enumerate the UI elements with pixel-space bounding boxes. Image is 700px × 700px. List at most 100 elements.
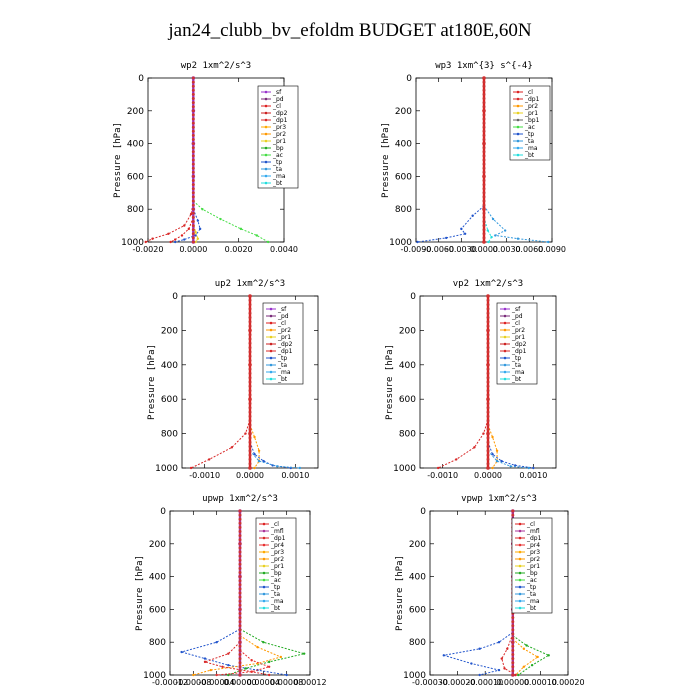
wp3-legend-label: _pr1 (524, 110, 538, 117)
wp3-legend-label: _ta (524, 138, 534, 145)
upwp-profile-point (238, 640, 242, 644)
up2-profile-point (248, 380, 252, 384)
vp2-profile-point (486, 397, 490, 401)
wp2-profile-point (191, 158, 195, 162)
up2-profile-point (248, 376, 252, 380)
upwp-ytick-label: 600 (149, 605, 166, 615)
up2-profile-point (248, 466, 252, 470)
wp2-profile-point (191, 129, 195, 133)
wp3-profile-point (482, 121, 486, 125)
upwp-legend-label: _bp (270, 570, 282, 577)
vpwp-profile-point (511, 644, 515, 648)
up2-profile-point (248, 384, 252, 388)
vp2-profile-point (486, 380, 490, 384)
vpwp-legend-label: _pr1 (526, 563, 540, 570)
up2-series-_tp (249, 442, 291, 469)
upwp-legend-marker (262, 557, 266, 561)
upwp-ylabel: Pressure [hPa] (135, 555, 145, 631)
vpwp-profile-point (511, 673, 515, 677)
upwp-point-_pr2 (192, 673, 195, 677)
upwp-profile-point (238, 521, 242, 525)
vpwp-point-_tp (497, 668, 501, 672)
wp3-legend-marker (516, 153, 520, 157)
up2-legend-marker (269, 349, 273, 353)
wp3-profile-point (482, 125, 486, 129)
wp2-profile-point (191, 232, 195, 236)
vp2-profile-point (486, 384, 490, 388)
up2-profile-point (248, 432, 252, 436)
vpwp-series-_bp (512, 635, 550, 676)
upwp-xtick-label: -0.00004 (199, 678, 235, 687)
vp2-profile-point (486, 316, 490, 319)
vpwp-legend-label: _ac (526, 577, 537, 584)
up2-profile-point (248, 436, 252, 440)
vpwp-profile-point (511, 509, 515, 513)
wp3-legend-label: _bp1 (524, 117, 540, 124)
upwp-profile-point (238, 628, 242, 632)
upwp-point-_dp1 (267, 673, 271, 677)
wp2-profile-point (191, 166, 195, 170)
wp2-legend-label: _pd (272, 96, 284, 103)
vp2-profile-point (486, 294, 490, 298)
up2-profile-point (248, 363, 252, 367)
wp2-profile-point (191, 154, 195, 158)
wp2-legend-label: _pr2 (272, 131, 286, 138)
wp2-legend-label: _ac (272, 152, 283, 159)
wp2-legend-label: _bp (272, 145, 284, 152)
vp2-legend-marker (503, 356, 507, 360)
wp3-profile-point (482, 203, 486, 207)
upwp-profile-point (238, 534, 242, 538)
vpwp-series-_tp (443, 631, 514, 676)
upwp-profile-point (238, 644, 242, 648)
wp3-xtick-label: -0.0060 (423, 245, 454, 254)
vpwp-legend-label: _pr3 (526, 549, 540, 556)
upwp-legend-label: _pr1 (270, 563, 284, 570)
wp3-xtick-label: -0.0090 (401, 245, 432, 254)
wp2-profile-point (191, 162, 195, 166)
vp2-point-_ta (495, 459, 499, 463)
vpwp-legend-marker (518, 592, 522, 596)
wp3-point-_tp (463, 232, 467, 235)
vpwp-legend-marker (518, 557, 522, 561)
wp3-legend-marker (516, 111, 520, 115)
up2-point-_dp1 (244, 432, 247, 435)
wp2-legend-marker (264, 174, 268, 178)
up2-profile-point (248, 350, 252, 354)
up2-point-_dp1 (208, 458, 211, 461)
wp2-ytick-label: 1000 (121, 238, 144, 248)
upwp-point-_tp (285, 673, 288, 677)
vpwp-ylabel: Pressure [hPa] (395, 555, 405, 631)
wp2-profile-point (191, 105, 195, 109)
wp3-series-_ta (483, 205, 549, 243)
vpwp-legend-marker (518, 585, 522, 589)
up2-point-_ta (257, 459, 261, 463)
wp2-profile-point (191, 224, 195, 228)
vpwp-ytick-label: 0 (420, 507, 426, 517)
up2-legend-marker (269, 363, 273, 367)
upwp-series-_bp (228, 628, 305, 676)
wp3-profile-point (482, 166, 486, 170)
up2-legend-marker (269, 335, 273, 339)
vpwp-profile-point (511, 628, 515, 632)
vpwp-profile-point (511, 620, 515, 624)
wp3-profile-point (482, 232, 486, 236)
up2-profile-point (248, 457, 252, 461)
upwp-profile-point (238, 509, 242, 513)
upwp-xtick-label: -0.00012 (152, 678, 188, 687)
vpwp-point-_tp (478, 673, 481, 677)
wp2-profile-point (191, 76, 195, 80)
wp3-profile-point (482, 183, 486, 187)
vpwp-profile-point (511, 636, 515, 640)
vp2-profile-point (486, 419, 490, 423)
upwp-legend-label: _dp1 (270, 535, 286, 542)
up2-ytick-label: 800 (161, 430, 178, 440)
wp3-legend-marker (516, 97, 520, 101)
vp2-series-_pr2 (487, 424, 498, 469)
wp2-legend-label: _bt (272, 180, 283, 187)
vpwp-legend-marker (518, 599, 522, 603)
up2-profile-point (248, 324, 252, 328)
vpwp-point-_pr2 (536, 655, 539, 659)
upwp-point-_pr4 (215, 673, 218, 677)
upwp-legend-marker (262, 564, 266, 568)
vp2-point-_tp (491, 453, 494, 456)
